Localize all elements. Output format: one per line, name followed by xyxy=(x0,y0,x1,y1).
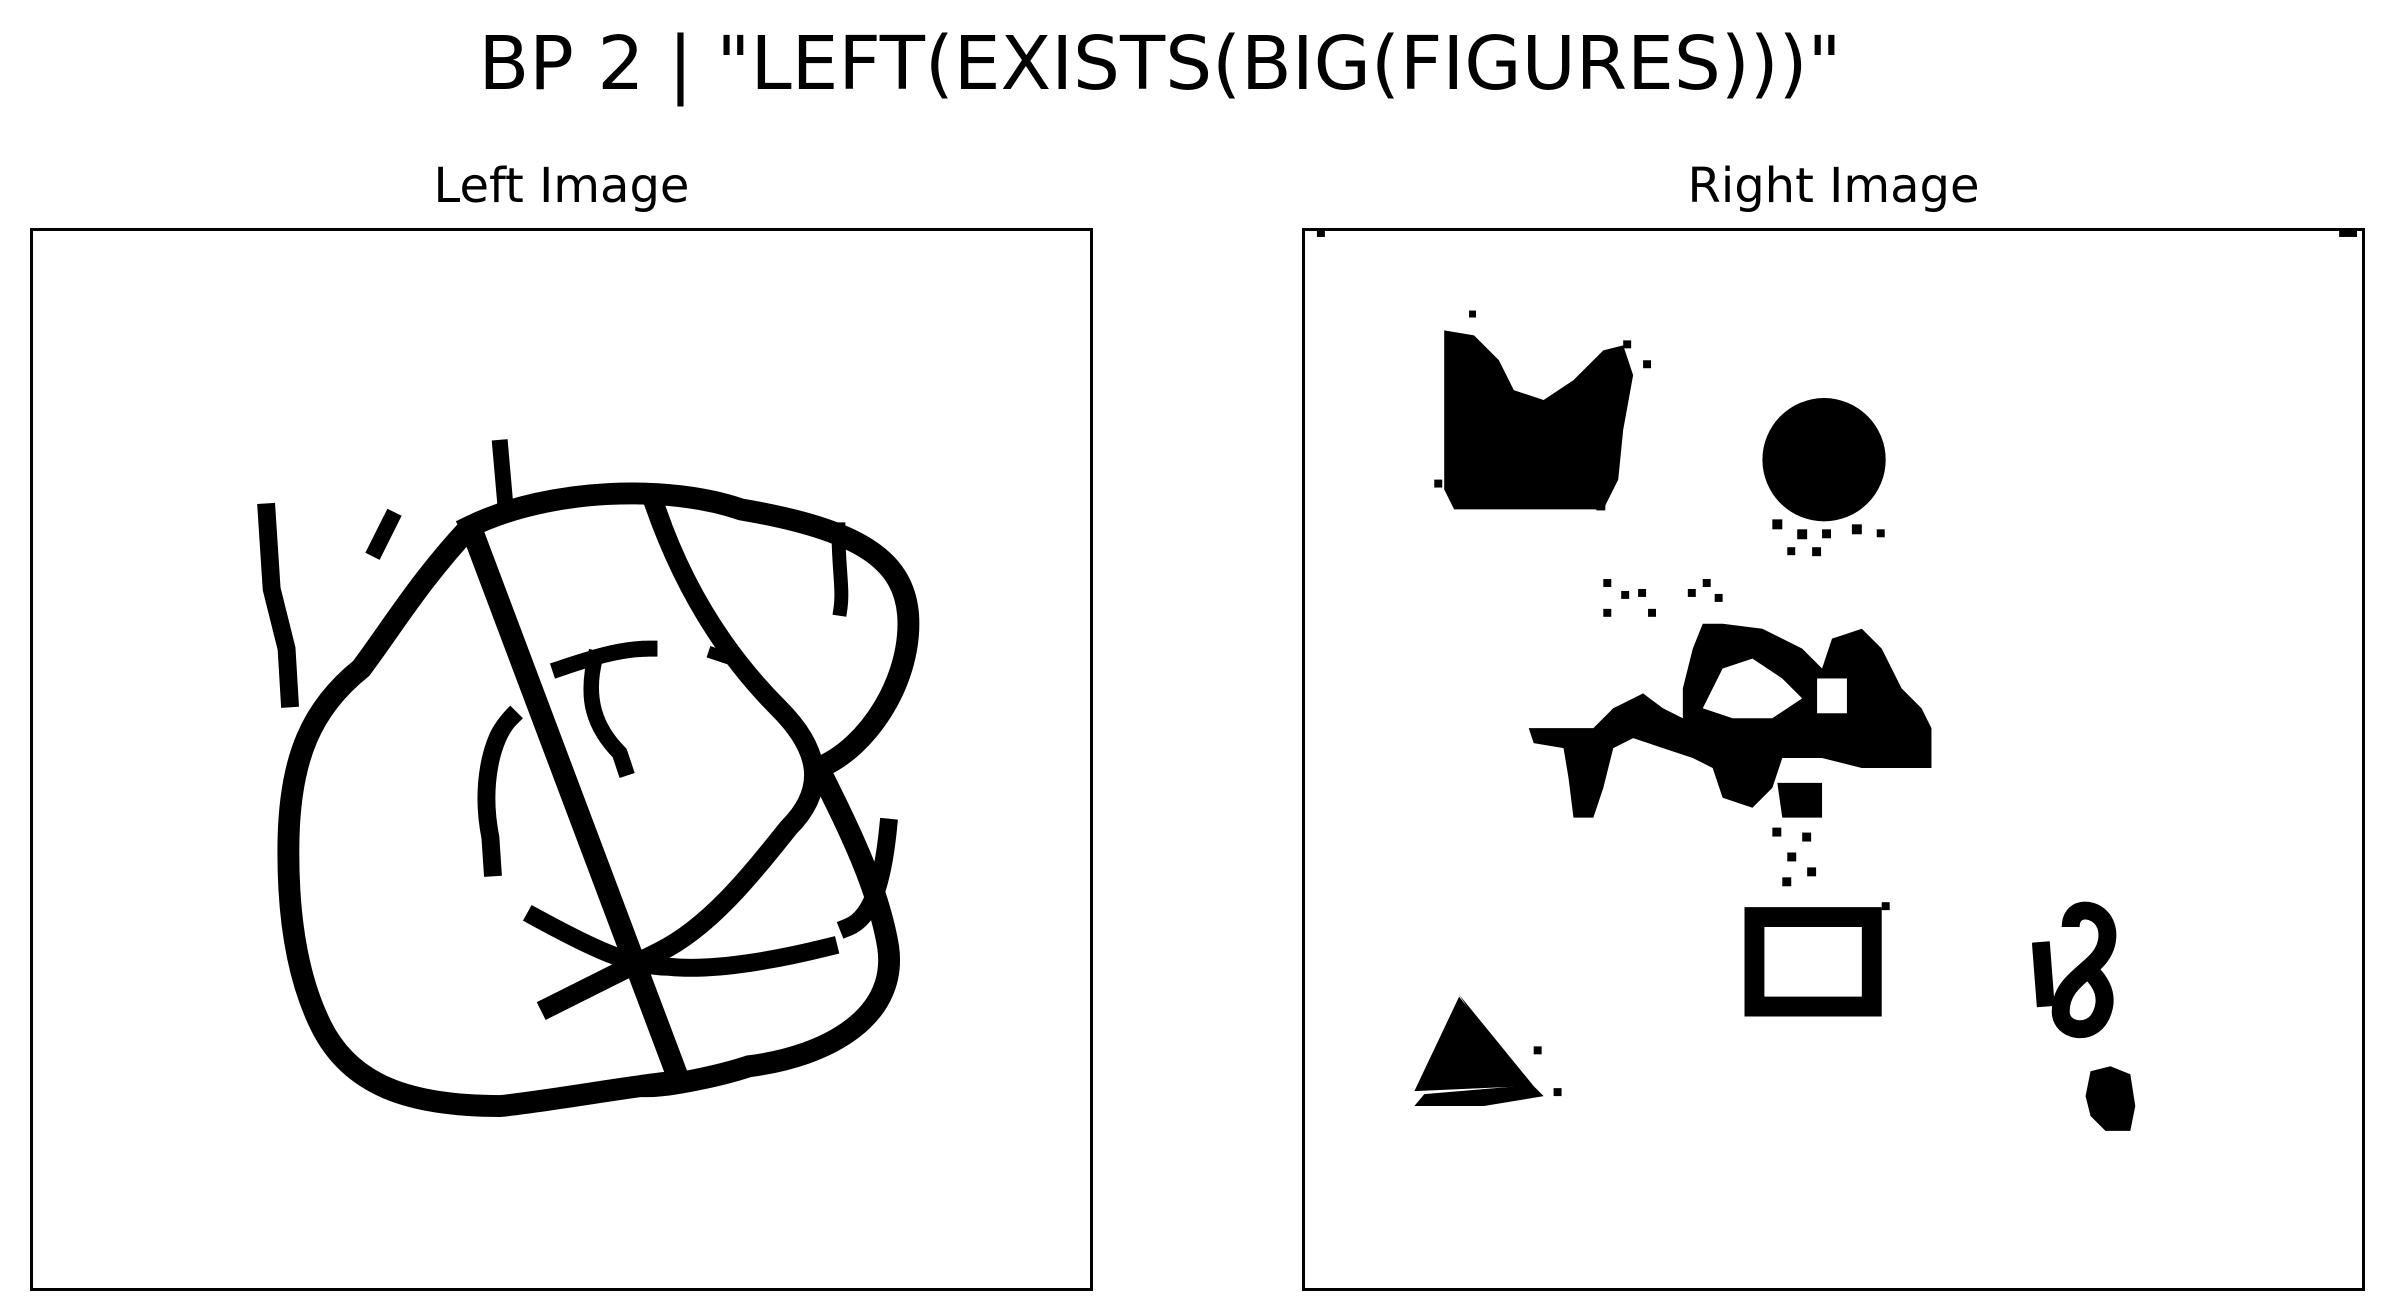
scatter-dot xyxy=(1714,593,1723,602)
small-figure-triangle xyxy=(1414,996,1529,1092)
left-image-panel xyxy=(30,228,1093,1291)
corner-speck-left xyxy=(1316,231,1325,237)
small-figure-small-blob xyxy=(2085,1066,2136,1131)
irregular-figure-hole xyxy=(1817,678,1847,714)
big-figure-inner-squiggle xyxy=(549,640,658,779)
scatter-dot xyxy=(1687,588,1696,597)
small-figure-eight-inner xyxy=(2031,941,2055,1008)
big-figure-small-tick xyxy=(365,508,402,560)
small-figure-circle xyxy=(1762,398,1886,522)
big-figure-right-hook xyxy=(831,522,849,617)
left-panel-title: Left Image xyxy=(433,158,690,214)
small-figure-eight xyxy=(2051,901,2117,1039)
circle-speck xyxy=(1876,529,1885,538)
blob-speck xyxy=(1596,501,1606,511)
page-title: BP 2 | "LEFT(EXISTS(BIG(FIGURES)))" xyxy=(478,21,1842,107)
big-figure-inner-left-curve xyxy=(477,705,523,877)
scatter-dot xyxy=(1603,579,1612,587)
left-figure-drawing xyxy=(257,439,920,1117)
small-figure-dots-cluster xyxy=(1777,782,1823,818)
circle-speck xyxy=(1787,547,1796,556)
scatter-dot xyxy=(1787,852,1797,862)
big-figure-inner-short xyxy=(706,646,737,667)
small-figure-triangle xyxy=(1414,994,1544,1107)
triangle-speck xyxy=(1553,1088,1562,1097)
right-image-panel xyxy=(1302,228,2365,1291)
big-figure-diagonal xyxy=(536,491,824,1020)
scatter-dot xyxy=(1782,877,1792,887)
blob-speck xyxy=(1623,340,1632,349)
circle-speck xyxy=(1822,529,1832,539)
scatter-dot xyxy=(1772,827,1782,837)
big-figure-inner-arc xyxy=(523,904,840,977)
big-figure-left-tail xyxy=(257,502,300,708)
big-figure-top-spike xyxy=(491,439,514,514)
circle-speck xyxy=(1772,519,1783,530)
irregular-figure-hole xyxy=(1702,658,1803,719)
blob-speck xyxy=(1469,310,1477,318)
blob-speck xyxy=(1643,360,1652,369)
corner-speck-right xyxy=(2339,231,2358,237)
circle-speck xyxy=(1851,524,1862,535)
small-figure-square-outline xyxy=(1744,907,1882,1017)
circle-speck xyxy=(1797,529,1808,540)
scatter-dot xyxy=(1638,588,1647,597)
scatter-dot xyxy=(1807,867,1817,877)
big-figure-bottom-right xyxy=(836,817,898,939)
big-figure-outer-loop xyxy=(277,482,920,1117)
scatter-dot xyxy=(1621,590,1630,599)
triangle-speck xyxy=(1533,1046,1542,1055)
scatter-dot xyxy=(1802,832,1812,842)
circle-speck xyxy=(1812,547,1822,557)
blob-speck xyxy=(1434,479,1443,488)
square-speck xyxy=(1881,902,1890,911)
scatter-dot xyxy=(1603,608,1612,617)
small-figure-blob xyxy=(1444,330,1634,510)
small-figure-irregular xyxy=(1528,623,1932,818)
right-figures-drawing xyxy=(1316,231,2358,1131)
scatter-dot xyxy=(1648,608,1657,617)
scatter-dot xyxy=(1702,579,1711,587)
right-panel-title: Right Image xyxy=(1687,158,1980,214)
